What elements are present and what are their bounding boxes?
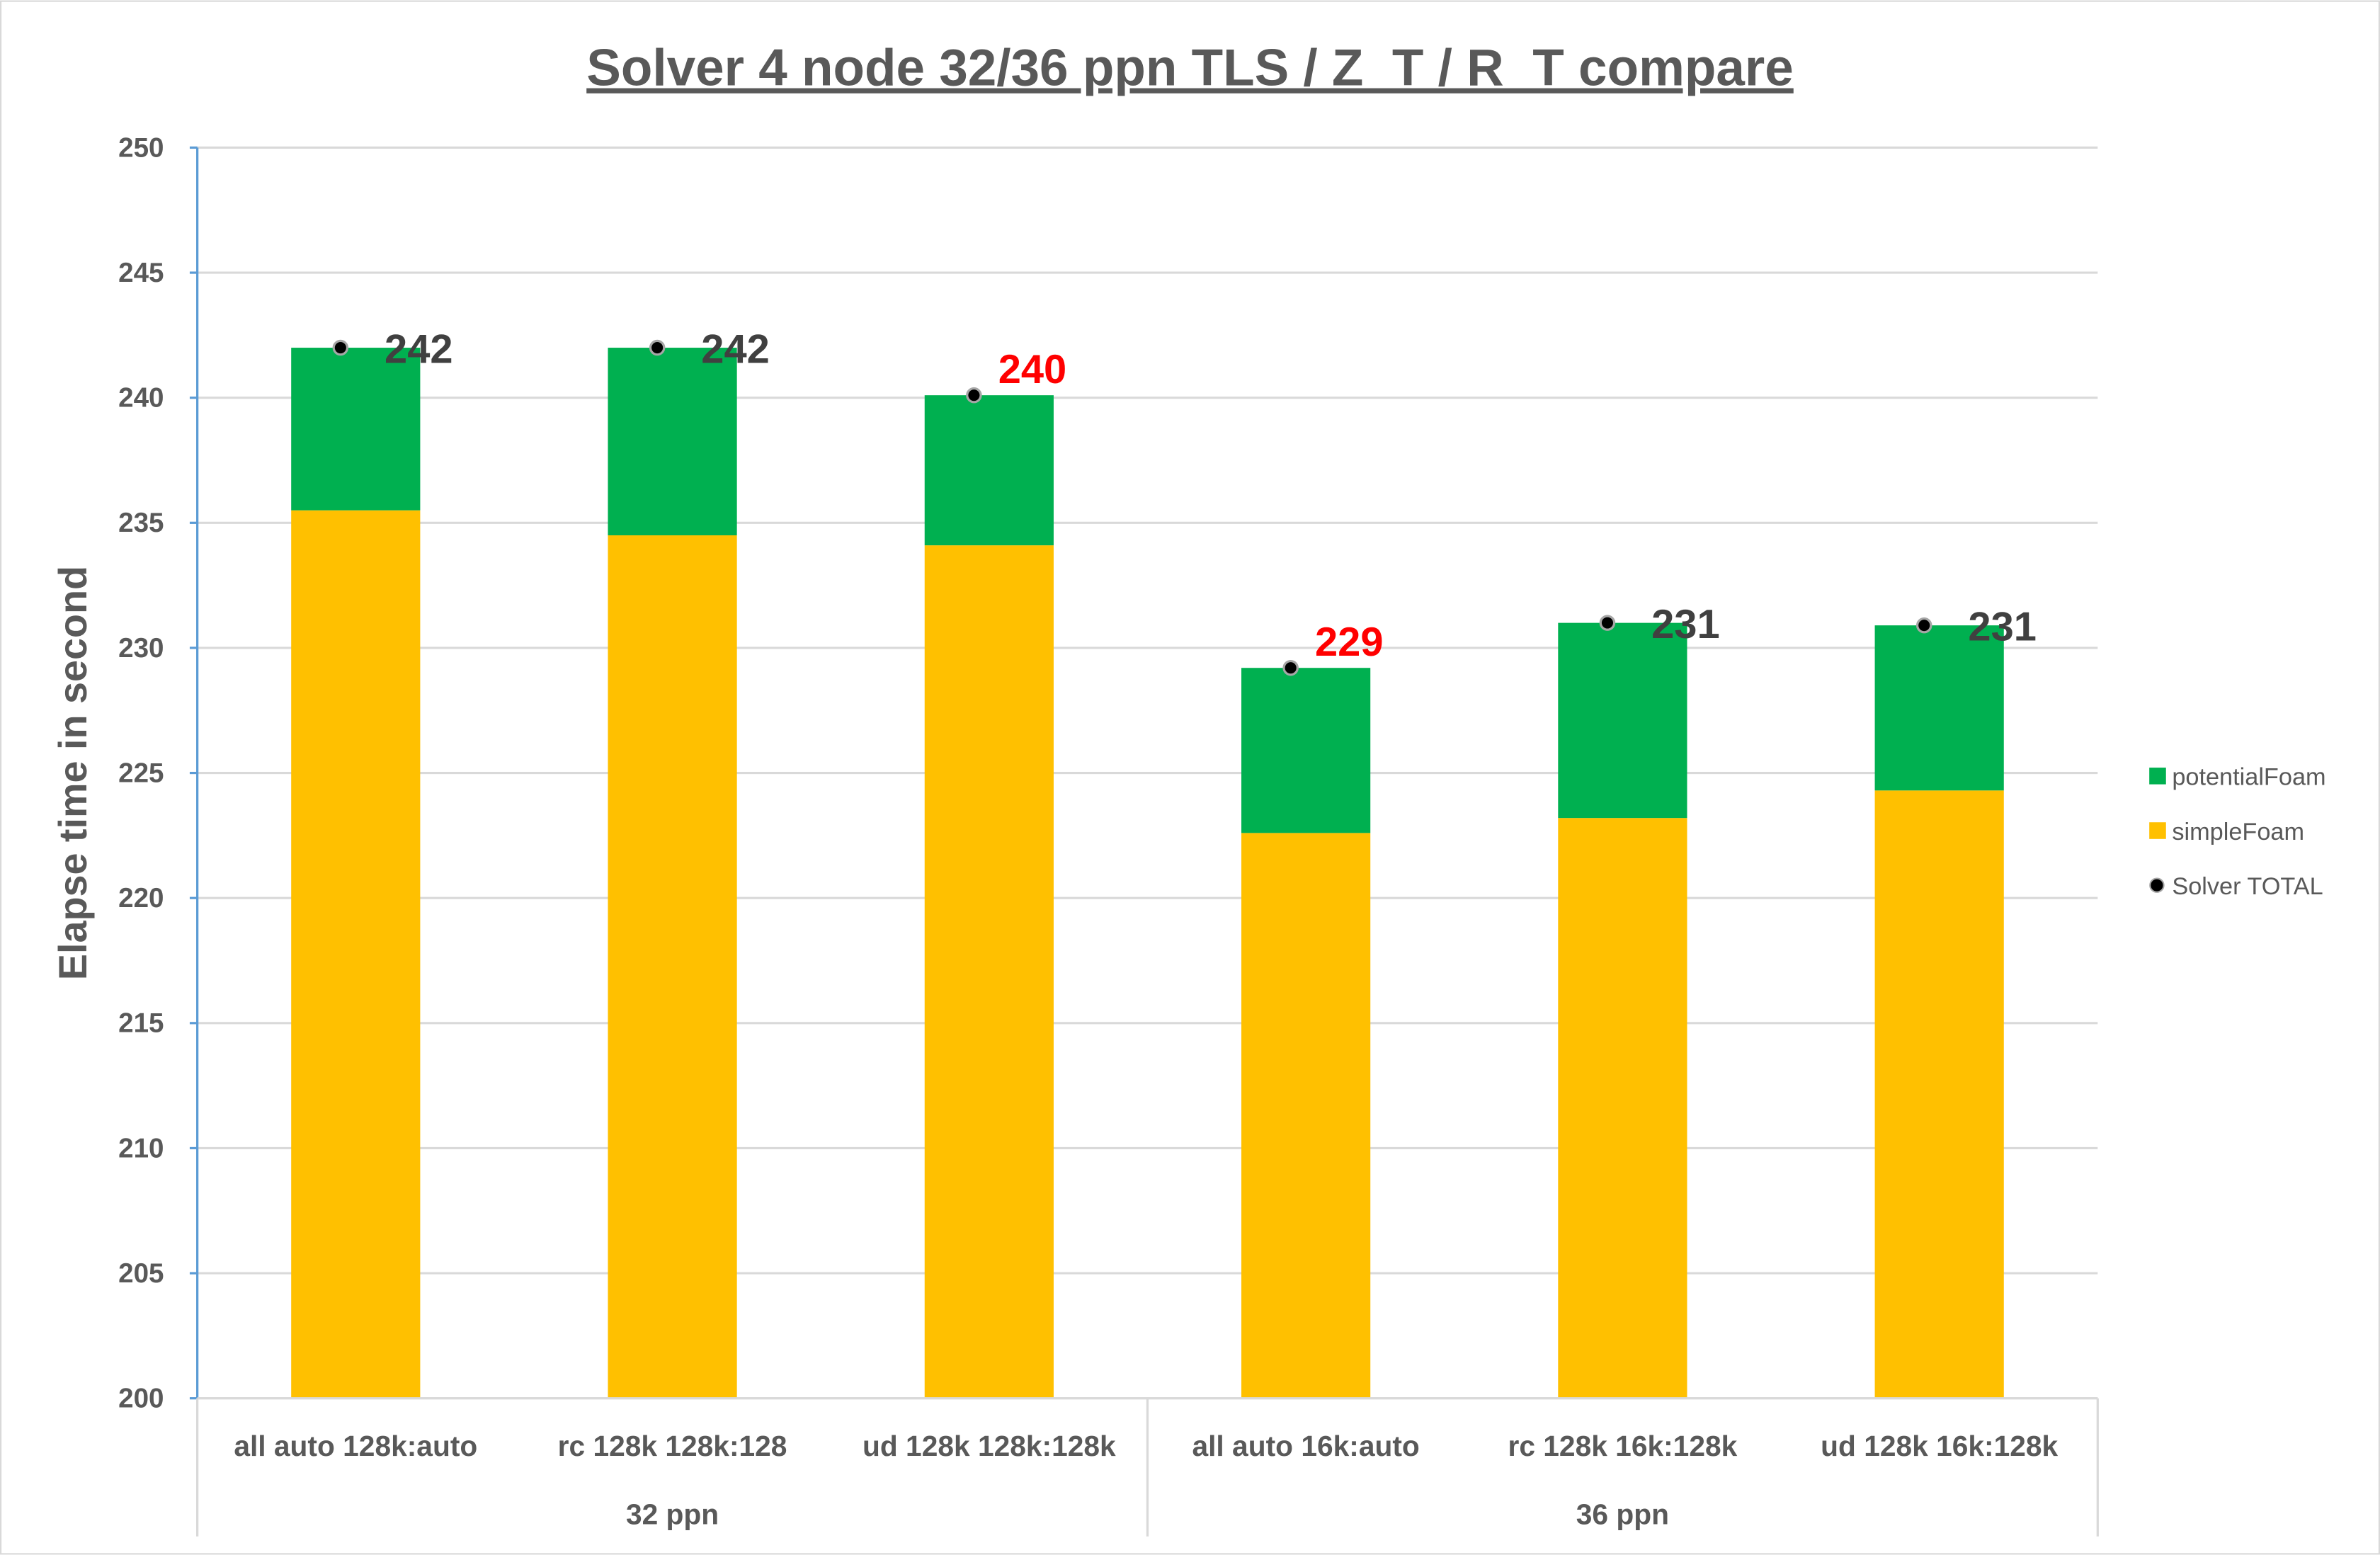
bars (291, 348, 2004, 1399)
y-tick-label: 205 (118, 1258, 164, 1289)
legend-label: potentialFoam (2172, 764, 2325, 791)
total-point (1599, 615, 1616, 631)
data-label: 231 (1651, 602, 1720, 647)
bar-potentialfoam (291, 348, 421, 511)
x-group-label: 36 ppn (1576, 1498, 1669, 1531)
total-point (1915, 617, 1932, 634)
bar-potentialfoam (1558, 622, 1687, 819)
legend-swatch (2149, 768, 2166, 785)
y-tick-label: 210 (118, 1133, 164, 1163)
bar-simplefoam (608, 535, 737, 1399)
chart-title: Solver 4 node 32/36 ppn TLS / Z_T / R_T … (586, 40, 1794, 97)
legend-marker (2149, 877, 2165, 893)
total-point (649, 339, 666, 356)
x-category-label: rc 128k 128k:128 (558, 1430, 787, 1462)
axes: 200 205 210 215 220 225 230 235 240 245 250 all aut… (118, 132, 2099, 1537)
total-point (332, 339, 349, 356)
legend-label: Solver TOTAL (2172, 873, 2323, 900)
data-label: 242 (701, 326, 770, 372)
bar-potentialfoam (1874, 625, 2004, 791)
bar-simplefoam (1558, 818, 1687, 1399)
data-label: 231 (1968, 605, 2037, 650)
x-category-label: ud 128k 16k:128k (1821, 1430, 2058, 1462)
y-tick-label: 215 (118, 1008, 164, 1039)
bar-simplefoam (924, 545, 1054, 1399)
x-category-label: all auto 128k:auto (234, 1430, 477, 1462)
legend-swatch (2149, 822, 2166, 839)
x-group-label: 32 ppn (626, 1498, 719, 1531)
data-label: 229 (1315, 620, 1384, 665)
y-tick-label: 220 (118, 883, 164, 913)
bar-potentialfoam (1241, 668, 1371, 833)
y-axis-label: Elapse time in second (51, 566, 95, 980)
x-category-label: rc 128k 16k:128k (1508, 1430, 1737, 1462)
y-tick-label: 235 (118, 508, 164, 538)
x-category-label: all auto 16k:auto (1192, 1430, 1419, 1462)
bar-simplefoam (1241, 833, 1371, 1399)
y-tick-label: 240 (118, 383, 164, 414)
legend: potentialFoam simpleFoam Solver TOTAL (2149, 764, 2326, 900)
y-tick-label: 245 (118, 258, 164, 288)
bar-potentialfoam (608, 348, 737, 535)
data-label: 242 (385, 326, 453, 372)
total-points: 242 242 240 229 231 231 (332, 326, 2037, 676)
total-point (966, 387, 982, 404)
legend-label: simpleFoam (2172, 819, 2304, 845)
bar-potentialfoam (924, 395, 1054, 546)
y-tick-label: 225 (118, 758, 164, 788)
x-category-label: ud 128k 128k:128k (862, 1430, 1116, 1462)
y-tick-label: 200 (118, 1384, 164, 1414)
bar-simplefoam (291, 510, 421, 1399)
bar-simplefoam (1874, 790, 2004, 1399)
y-tick-label: 230 (118, 633, 164, 663)
y-tick-label: 250 (118, 132, 164, 163)
data-label: 240 (998, 347, 1067, 392)
total-point (1282, 659, 1299, 676)
